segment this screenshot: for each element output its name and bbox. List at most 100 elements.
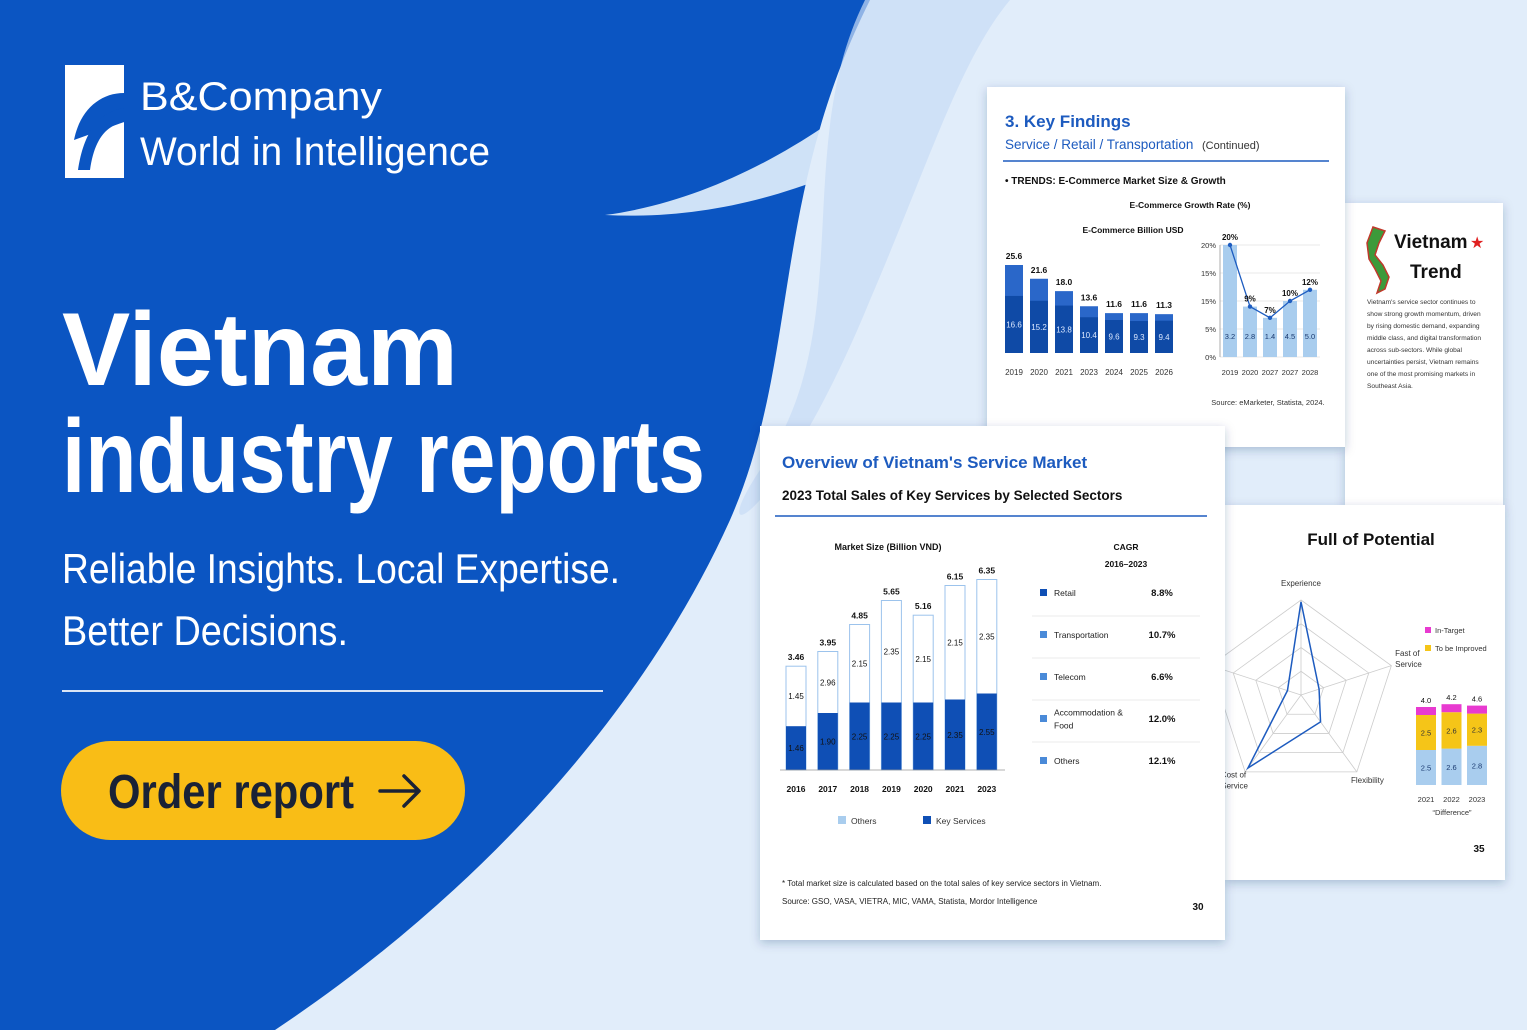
- point: [1267, 315, 1273, 320]
- segment-label: 2.55: [979, 728, 995, 737]
- headline: industry reports: [62, 399, 705, 515]
- map-icon: [1366, 226, 1390, 295]
- trend-text: show strong growth momentum, driven: [1367, 311, 1481, 318]
- cagr-value: 8.8%: [1151, 588, 1173, 599]
- trend-text: middle class, and digital transformation: [1367, 335, 1481, 342]
- segment-label: 2.35: [884, 648, 900, 657]
- chart-title: E-Commerce Billion USD: [1082, 225, 1183, 235]
- radar-axis-label: Cost of Service: [1221, 771, 1249, 791]
- bar-inner: [1005, 295, 1023, 353]
- x-tick-label: 2027: [1262, 368, 1279, 377]
- trend-title: Vietnam: [1394, 232, 1468, 253]
- segment-label: 2.6: [1446, 763, 1456, 772]
- y-tick-label: 20%: [1201, 241, 1216, 250]
- y-tick-label: 15%: [1201, 297, 1216, 306]
- chart-title: E-Commerce Growth Rate (%): [1130, 200, 1251, 210]
- x-tick-label: 2016: [787, 784, 806, 794]
- point: [1307, 287, 1313, 292]
- legend-label: Key Services: [936, 816, 986, 826]
- button-arrow[interactable]: [378, 774, 421, 808]
- bar-inner: [1080, 317, 1098, 353]
- x-tick-label: 2020: [914, 784, 933, 794]
- value-label: 13.6: [1081, 292, 1098, 302]
- inner-label: 13.8: [1056, 325, 1072, 334]
- segment-label: 2.5: [1421, 729, 1431, 738]
- subheadline: Reliable Insights. Local Expertise.: [62, 545, 620, 592]
- total-label: 3.95: [820, 638, 837, 648]
- x-tick-label: 2027: [1282, 368, 1299, 377]
- bar-segment: [1441, 748, 1462, 785]
- row-swatch: [1040, 673, 1047, 680]
- bar: [1243, 306, 1257, 357]
- report-page: 3. Key Findings Service / Retail / Transp…: [987, 87, 1345, 447]
- bar: [1223, 245, 1237, 357]
- trend-text: by rising domestic demand, expanding: [1367, 323, 1480, 330]
- segment-label: 2.25: [852, 732, 868, 741]
- logo-cut: [78, 108, 124, 170]
- cagr-sector: Accommodation & Food: [1054, 708, 1125, 731]
- bar-cap: [1416, 707, 1436, 715]
- report-page: Overview of Vietnam's Service Market 2023…: [760, 426, 1225, 940]
- row-swatch: [1040, 631, 1047, 638]
- bar-segment: [881, 702, 902, 770]
- row-swatch: [1040, 757, 1047, 764]
- value-label: 10%: [1282, 289, 1298, 298]
- legend-swatch: [838, 816, 846, 824]
- legend-label: To be Improved: [1435, 644, 1487, 653]
- page-subtitle: 2023 Total Sales of Key Services by Sele…: [782, 488, 1122, 503]
- radar-axis-label: Fast of Service: [1395, 649, 1422, 669]
- bar-segment: [1441, 712, 1462, 749]
- segment-label: 2.25: [915, 732, 931, 741]
- button-bg[interactable]: [61, 741, 465, 840]
- radar-grid: [1210, 599, 1392, 773]
- bar-segment: [913, 702, 934, 770]
- radar-grid: [1277, 670, 1325, 715]
- inner-label: 10.4: [1081, 331, 1097, 340]
- bar-inner: [1105, 320, 1123, 353]
- segment-label: 2.35: [979, 633, 995, 642]
- radar-spoke: [1300, 665, 1392, 696]
- y-tick-label: 0%: [1205, 353, 1216, 362]
- logo: [65, 65, 124, 178]
- inner-label: 9.6: [1108, 333, 1120, 342]
- total-label: 4.6: [1472, 695, 1482, 704]
- segment-label: 2.8: [1472, 761, 1482, 770]
- value-label: 9%: [1244, 295, 1256, 304]
- button-label[interactable]: Order report: [108, 766, 354, 819]
- segment-label: 1.90: [820, 738, 836, 747]
- total-label: 4.2: [1446, 693, 1456, 702]
- bar-label: 4.5: [1285, 332, 1295, 341]
- inner-label: 9.4: [1158, 333, 1170, 342]
- trend-star: ★: [1470, 235, 1484, 252]
- x-tick-label: 2028: [1302, 368, 1319, 377]
- value-label: 21.6: [1031, 265, 1048, 275]
- value-label: 11.6: [1106, 299, 1122, 309]
- bar-segment: [1416, 750, 1436, 785]
- value-label: 25.6: [1006, 251, 1023, 261]
- segment-label: 2.96: [820, 678, 836, 687]
- trend-title: Trend: [1410, 262, 1462, 283]
- cagr-value: 6.6%: [1151, 672, 1173, 683]
- segment-label: 2.35: [947, 731, 963, 740]
- point: [1287, 298, 1293, 304]
- x-tick-label: 2019: [882, 784, 901, 794]
- segment-label: 2.5: [1421, 764, 1431, 773]
- order-button[interactable]: Order report: [61, 741, 465, 840]
- chart-title: Market Size (Billion VND): [834, 542, 941, 552]
- x-tick-label: 2023: [977, 784, 996, 794]
- bar-label: 1.4: [1265, 332, 1275, 341]
- value-label: 18.0: [1056, 277, 1073, 287]
- bar-segment: [849, 702, 870, 770]
- source: Source: GSO, VASA, VIETRA, MIC, VAMA, St…: [782, 897, 1038, 906]
- trend-text: uncertainties persist, Vietnam remains: [1367, 359, 1479, 366]
- subheadline: Better Decisions.: [62, 607, 348, 654]
- value-label: 7%: [1264, 306, 1276, 315]
- total-label: 4.85: [851, 611, 868, 621]
- segment-label: 2.15: [852, 660, 868, 669]
- bar-segment: [976, 693, 997, 770]
- page-note: (Continued): [1202, 140, 1259, 152]
- segment-label: 2.15: [915, 655, 931, 664]
- cagr-sector: Retail: [1054, 588, 1076, 598]
- bar: [1263, 317, 1277, 357]
